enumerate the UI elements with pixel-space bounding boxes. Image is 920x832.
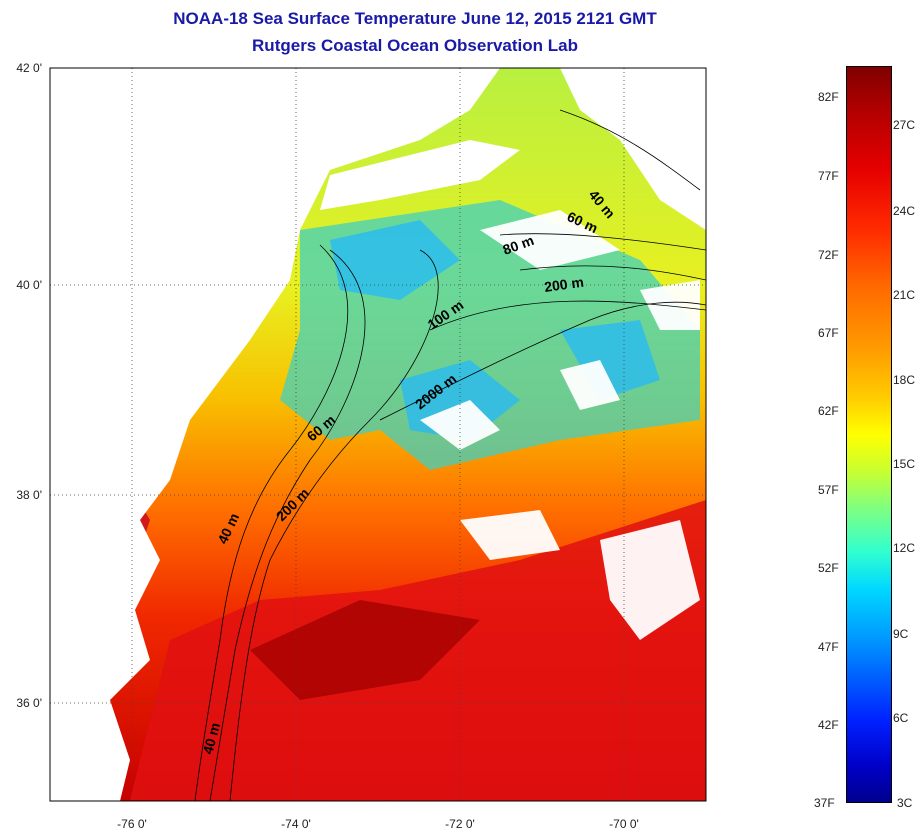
land-mainland xyxy=(50,68,500,801)
colorbar-c-label: 24C xyxy=(893,204,916,218)
lon-tick-label: -70 0' xyxy=(609,817,639,831)
lat-tick-label: 42 0' xyxy=(16,61,42,75)
colorbar-c-label: 15C xyxy=(893,457,916,471)
land-long-island xyxy=(320,140,520,210)
cloud-patches xyxy=(420,210,700,640)
land-cape-cod xyxy=(560,68,706,230)
graticule xyxy=(50,68,706,801)
colorbar-c-label: 9C xyxy=(893,627,909,641)
colorbar-c-label: 12C xyxy=(893,541,916,555)
lon-tick-label: -72 0' xyxy=(445,817,475,831)
colorbar-f-label: 82F xyxy=(818,90,839,104)
contour-label: 40 m xyxy=(199,721,223,756)
colorbar-c-label: 3C xyxy=(897,796,913,810)
contour-label: 200 m xyxy=(543,274,585,295)
colorbar-f-label: 52F xyxy=(818,561,839,575)
colorbar-c-label: 6C xyxy=(893,711,909,725)
colorbar-c-label: 21C xyxy=(893,288,916,302)
lat-tick-label: 36 0' xyxy=(16,696,42,710)
hot-core xyxy=(250,600,480,700)
cyan-patches xyxy=(330,220,660,440)
colorbar-f-label: 37F xyxy=(814,796,835,810)
lon-tick-label: -74 0' xyxy=(281,817,311,831)
lon-tick-label: -76 0' xyxy=(117,817,147,831)
bathymetry-contours xyxy=(194,109,706,801)
colorbar-f-label: 47F xyxy=(818,640,839,654)
colorbar-f-label: 62F xyxy=(818,404,839,418)
plot-frame xyxy=(49,67,707,802)
colorbar-c-label: 18C xyxy=(893,373,916,387)
colorbar-f-label: 72F xyxy=(818,248,839,262)
colorbar-f-label: 77F xyxy=(818,169,839,183)
colorbar-f-label: 42F xyxy=(818,718,839,732)
lat-tick-label: 40 0' xyxy=(16,278,42,292)
map-subtitle: Rutgers Coastal Ocean Observation Lab xyxy=(252,36,578,55)
map-title: NOAA-18 Sea Surface Temperature June 12,… xyxy=(173,9,657,28)
lat-tick-label: 38 0' xyxy=(16,488,42,502)
colorbar xyxy=(846,66,892,803)
colorbar-c-label: 27C xyxy=(893,118,916,132)
colorbar-f-label: 67F xyxy=(818,326,839,340)
colorbar-f-label: 57F xyxy=(818,483,839,497)
